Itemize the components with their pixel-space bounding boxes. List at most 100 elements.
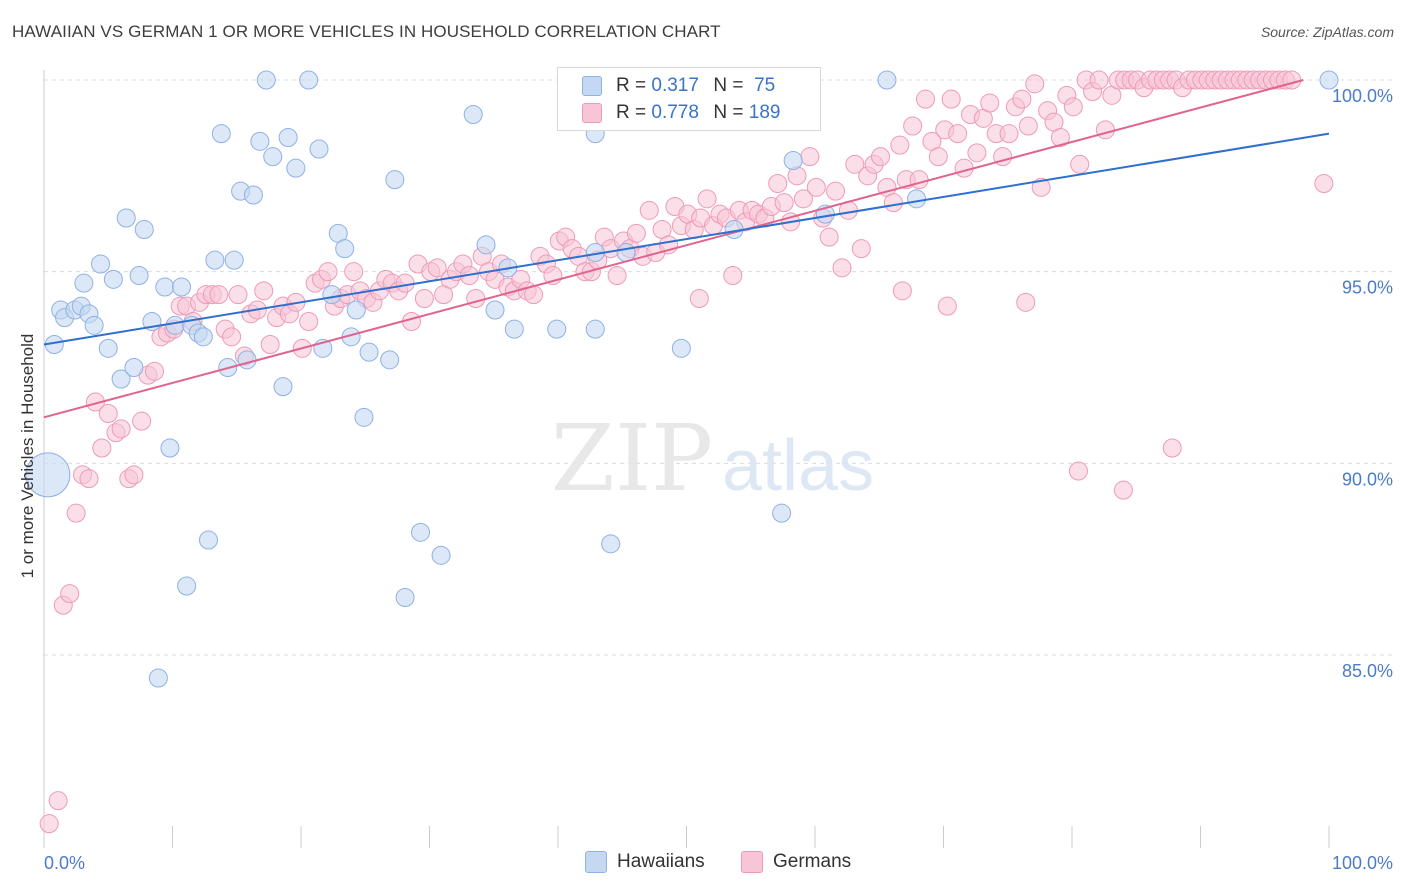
hawaiians-point	[256, 70, 276, 90]
hawaiians-point	[286, 158, 306, 178]
germans-legend-label: Germans	[773, 851, 852, 872]
germans-point	[228, 285, 248, 305]
germans-point	[826, 181, 846, 201]
germans-point	[999, 124, 1019, 144]
hawaiians-point	[124, 358, 144, 377]
hawaiians-point	[165, 315, 185, 335]
hawaiians-point	[346, 300, 366, 320]
hawaiians-point	[411, 522, 431, 542]
hawaiians-swatch	[582, 76, 602, 96]
germans-point	[1012, 89, 1032, 109]
hawaiians-point	[155, 277, 175, 297]
hawaiians-point	[160, 438, 180, 458]
germans-point	[1031, 177, 1051, 197]
hawaiians-point	[273, 377, 293, 397]
germans-point	[395, 273, 415, 293]
germans-swatch	[582, 103, 602, 123]
germans-point	[92, 438, 112, 458]
germans-point	[800, 147, 820, 167]
germans-point	[1089, 70, 1109, 90]
germans-point	[466, 289, 486, 308]
hawaiians-point	[783, 151, 803, 170]
hawaiians-point	[877, 70, 897, 90]
germans-point	[124, 465, 144, 485]
germans-point	[689, 289, 709, 308]
y-tick-label: 100.0%	[1332, 86, 1393, 106]
watermark: ZIP atlas	[551, 405, 874, 512]
germans-point	[254, 281, 274, 301]
hawaiians-point	[309, 139, 329, 159]
germans-point	[79, 469, 99, 489]
hawaiians-point	[116, 208, 136, 228]
germans-point	[1018, 116, 1038, 136]
germans-point	[414, 289, 434, 308]
hawaiians-point	[103, 269, 123, 289]
germans-point	[883, 193, 903, 213]
hawaiians-point	[299, 70, 319, 90]
germans-point	[1068, 461, 1088, 481]
hawaiians-point	[211, 124, 231, 144]
germans-point	[1113, 480, 1133, 500]
hawaiians-point	[431, 545, 451, 565]
germans-point	[890, 135, 910, 155]
hawaiians-point	[476, 235, 496, 255]
hawaiians-point	[354, 407, 374, 427]
germans-point	[1070, 154, 1090, 174]
legend-row-germans: R = 0.778 N = 189	[582, 100, 780, 126]
hawaiians-point	[250, 131, 270, 151]
hawaiians-point	[111, 369, 131, 389]
chart-title: HAWAIIAN VS GERMAN 1 OR MORE VEHICLES IN…	[12, 22, 721, 41]
n-label: N =	[713, 102, 744, 123]
hawaiians-point	[671, 338, 691, 358]
germans-point	[66, 503, 86, 523]
hawaiians-point	[84, 315, 104, 335]
germans-point	[639, 200, 659, 220]
germans-point	[132, 411, 152, 431]
hawaiians-points	[25, 70, 1339, 688]
germans-point	[1016, 292, 1036, 312]
germans-point	[967, 143, 987, 163]
germans-point	[774, 193, 794, 213]
hawaiians-legend-swatch	[585, 851, 607, 873]
hawaiians-legend-label: Hawaiians	[617, 851, 705, 872]
hawaiians-point	[193, 327, 213, 347]
germans-point	[48, 791, 68, 811]
germans-point	[427, 258, 447, 278]
hawaiians-point	[129, 266, 149, 285]
hawaiians-point	[148, 668, 168, 688]
hawaiians-point	[278, 128, 298, 147]
y-axis-label: 1 or more Vehicles in Household	[18, 334, 37, 579]
hawaiians-point	[237, 350, 257, 370]
r-label: R =	[616, 102, 647, 123]
germans-points	[39, 70, 1334, 834]
hawaiians-point	[380, 350, 400, 370]
germans-point	[98, 404, 118, 423]
hawaiians-point	[205, 250, 225, 270]
germans-point	[941, 89, 961, 109]
hawaiians-point	[585, 319, 605, 339]
germans-point	[222, 327, 242, 347]
hawaiians-point	[359, 342, 379, 362]
germans-point	[723, 266, 743, 285]
hawaiians-point	[504, 319, 524, 339]
germans-point	[819, 227, 839, 247]
y-tick-label: 95.0%	[1342, 278, 1393, 298]
hawaiians-point	[74, 273, 94, 293]
germans-point	[937, 296, 957, 316]
germans-point	[851, 239, 871, 259]
hawaiians-n-value: 75	[754, 75, 776, 96]
hawaiians-trend-line	[43, 132, 1330, 346]
hawaiians-point	[263, 147, 283, 167]
germans-point	[871, 147, 891, 167]
germans-point	[39, 814, 59, 834]
r-label: R =	[616, 75, 647, 96]
source-credit: Source: ZipAtlas.com	[1260, 24, 1394, 40]
x-tick-label-start: 0.0%	[44, 853, 85, 873]
germans-point	[1095, 120, 1115, 140]
germans-point	[1025, 74, 1045, 94]
germans-point	[60, 584, 80, 604]
hawaiians-point	[335, 239, 355, 259]
germans-point	[1314, 174, 1334, 193]
tick-labels: 85.0% 90.0% 95.0% 100.0% 0.0% 100.0%	[44, 86, 1393, 873]
hawaiians-point	[224, 250, 244, 270]
